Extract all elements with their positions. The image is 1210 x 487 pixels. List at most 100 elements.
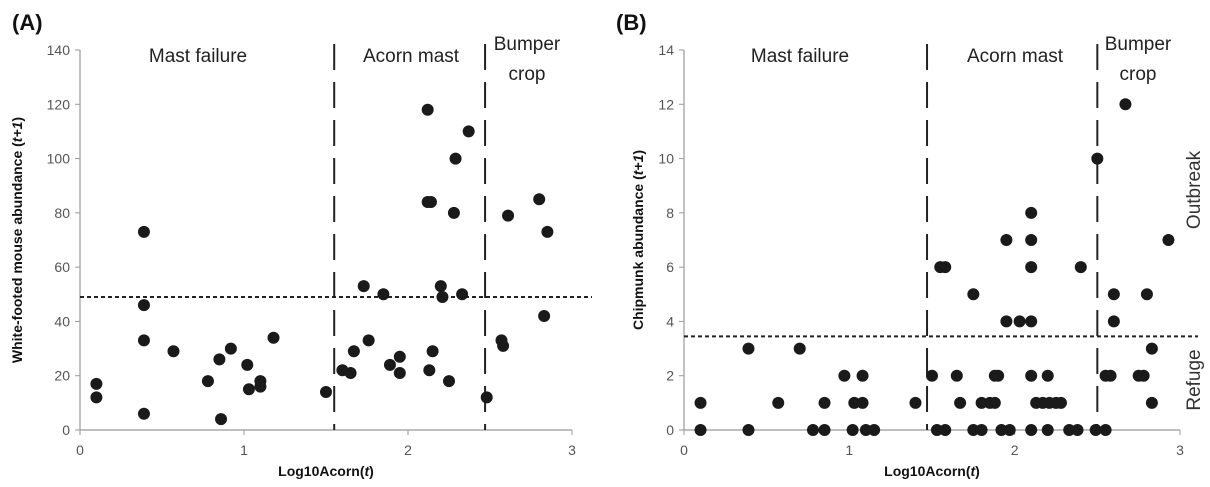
y-tick-label: 60: [54, 259, 70, 275]
data-point: [954, 396, 967, 409]
x-axis-title: Log10Acorn(t): [278, 463, 374, 479]
y-tick-label: 20: [54, 368, 70, 384]
data-point: [1074, 261, 1087, 274]
data-point: [1089, 424, 1102, 436]
data-point: [967, 424, 980, 436]
y-tick-label: 100: [47, 151, 71, 167]
data-point: [967, 288, 980, 301]
data-point: [1145, 342, 1158, 355]
data-point: [167, 345, 180, 358]
panel-label: (B): [616, 10, 647, 35]
region-label: crop: [509, 64, 546, 85]
data-point: [1119, 98, 1132, 111]
data-point: [1025, 234, 1038, 246]
region-label: Bumper: [1105, 34, 1172, 55]
data-point: [497, 339, 510, 352]
data-point: [434, 280, 447, 293]
data-point: [502, 209, 515, 222]
data-point: [694, 424, 707, 436]
data-point: [1025, 315, 1038, 328]
data-point: [950, 369, 963, 382]
data-point: [1099, 424, 1112, 436]
data-point: [480, 391, 493, 404]
data-point: [90, 391, 103, 404]
data-point: [1104, 369, 1117, 382]
region-label: Acorn mast: [363, 46, 460, 67]
data-point: [846, 424, 859, 436]
data-point: [393, 367, 406, 379]
data-point: [462, 125, 475, 138]
data-point: [1071, 424, 1084, 436]
data-point: [213, 353, 226, 366]
data-point: [436, 291, 449, 303]
data-point: [1063, 424, 1076, 436]
data-point: [1013, 315, 1026, 328]
data-point: [541, 225, 554, 238]
region-label: Mast failure: [751, 46, 849, 67]
data-point: [1140, 288, 1153, 301]
data-point: [930, 424, 943, 436]
data-point: [1162, 234, 1175, 246]
data-point: [357, 280, 370, 293]
data-point: [1137, 369, 1150, 382]
data-point: [137, 225, 150, 238]
region-label: Acorn mast: [967, 46, 1064, 67]
data-point: [838, 369, 851, 382]
y-tick-label: 14: [658, 42, 674, 58]
data-point: [320, 386, 332, 398]
y-tick-label: 80: [54, 205, 70, 221]
data-point: [1025, 424, 1038, 436]
data-point: [242, 383, 255, 396]
data-point: [423, 364, 436, 377]
x-tick-label: 3: [568, 442, 576, 458]
data-point: [992, 369, 1005, 382]
data-point: [377, 288, 390, 301]
region-label: Mast failure: [149, 46, 247, 67]
y-tick-label: 4: [666, 313, 674, 329]
data-point: [449, 152, 462, 165]
y-tick-label: 0: [666, 422, 674, 438]
region-label: crop: [1120, 64, 1157, 85]
data-point: [347, 345, 360, 358]
x-tick-label: 2: [404, 442, 412, 458]
data-point: [848, 396, 861, 409]
data-point: [806, 424, 819, 436]
data-point: [1091, 152, 1104, 165]
data-point: [241, 358, 254, 371]
data-point: [533, 193, 546, 206]
data-point: [988, 396, 1001, 409]
x-tick-label: 0: [76, 442, 84, 458]
data-point: [975, 396, 988, 409]
data-point: [1054, 396, 1067, 409]
data-point: [1145, 396, 1158, 409]
data-point: [267, 331, 280, 344]
y-tick-label: 120: [47, 96, 71, 112]
x-tick-label: 1: [240, 442, 248, 458]
y-tick-label: 40: [54, 313, 70, 329]
data-point: [1107, 288, 1120, 301]
data-point: [1003, 424, 1016, 436]
data-point: [818, 396, 831, 409]
data-point: [362, 334, 375, 347]
x-tick-label: 0: [680, 442, 688, 458]
data-point: [926, 369, 938, 382]
y-tick-label: 12: [658, 96, 674, 112]
y-tick-label: 8: [666, 205, 674, 221]
data-point: [424, 196, 437, 208]
y-tick-label: 2: [666, 368, 674, 384]
region-label: Bumper: [494, 34, 561, 55]
data-point: [772, 396, 785, 409]
data-point: [426, 345, 439, 358]
data-point: [383, 358, 396, 371]
data-point: [393, 350, 406, 363]
data-point: [856, 369, 869, 382]
y-axis-title: Chipmunk abundance (t+1): [630, 150, 646, 330]
data-point: [137, 407, 150, 420]
y-tick-label: 10: [658, 151, 674, 167]
data-point: [1000, 234, 1013, 246]
data-point: [939, 424, 952, 436]
data-point: [868, 424, 881, 436]
data-point: [742, 424, 755, 436]
data-point: [254, 380, 267, 393]
